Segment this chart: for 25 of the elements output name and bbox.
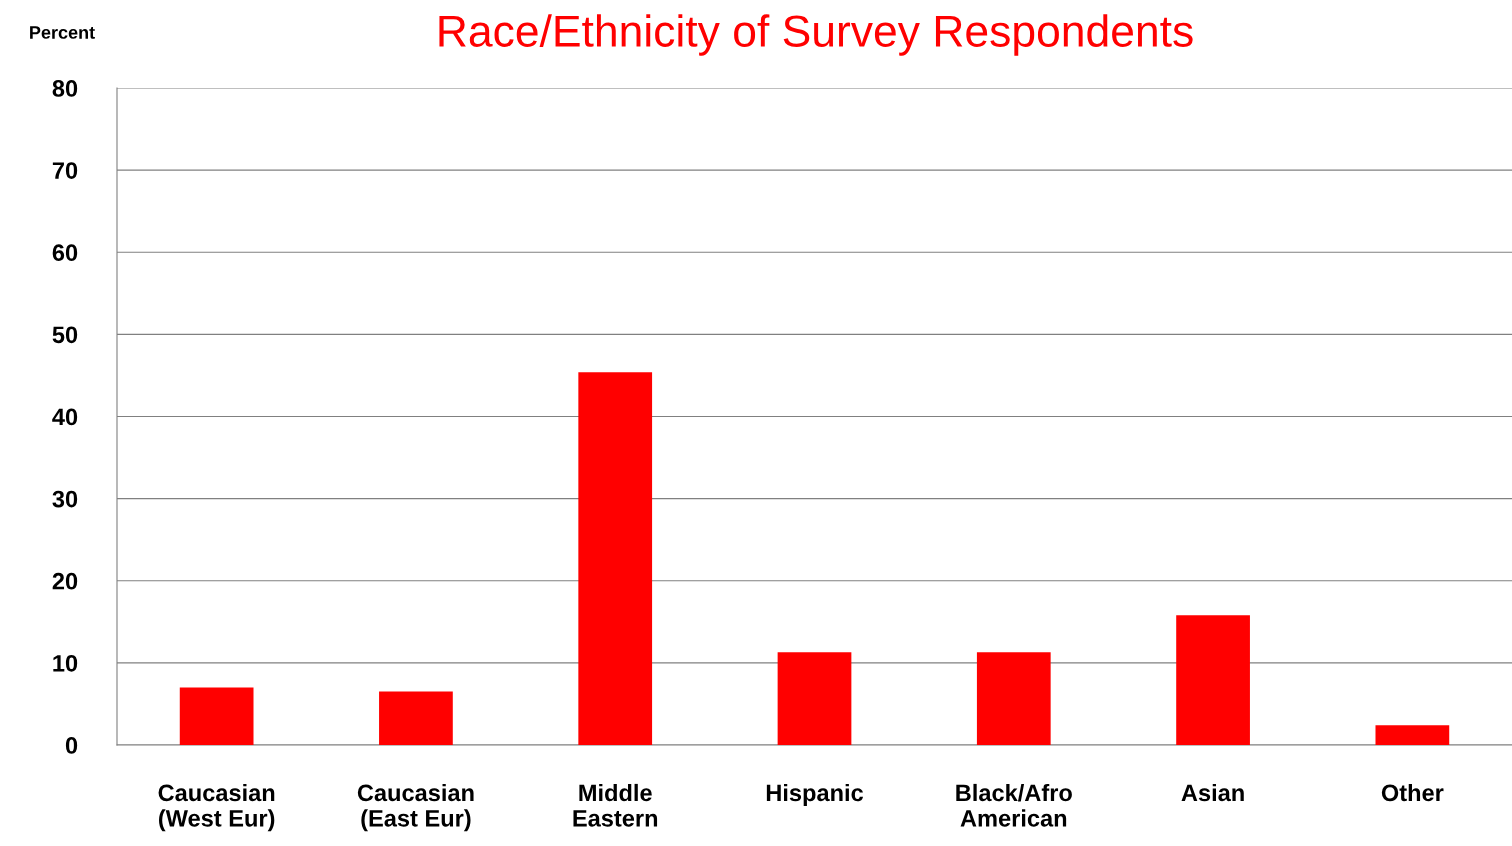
bar — [1375, 725, 1450, 745]
chart-title: Race/Ethnicity of Survey Respondents — [439, 14, 1193, 56]
x-tick-label: Hispanic — [766, 783, 864, 806]
y-tick-label: 60 — [52, 244, 78, 262]
bar — [976, 652, 1051, 745]
bar — [1176, 615, 1250, 745]
bar — [777, 652, 852, 745]
y-tick-label: 10 — [53, 654, 78, 672]
x-tick-label: Asian — [1181, 783, 1244, 802]
bar — [578, 372, 653, 745]
x-tick-label: Caucasian (West Eur) — [158, 783, 275, 832]
y-tick-label: 40 — [52, 408, 78, 426]
bar — [179, 687, 254, 745]
x-tick-label: Caucasian (East Eur) — [357, 783, 474, 832]
y-tick-label: 0 — [65, 737, 78, 754]
x-tick-label: Middle Eastern — [573, 783, 658, 827]
x-tick-label: Black/Afro American — [956, 783, 1072, 827]
y-tick-label: 30 — [52, 490, 78, 508]
y-tick-label: 20 — [52, 572, 78, 590]
y-axis-title: Percent — [30, 26, 95, 39]
x-tick-label: Other — [1381, 783, 1444, 802]
y-tick-label: 80 — [52, 80, 78, 97]
bar — [379, 691, 453, 745]
y-tick-label: 50 — [52, 326, 78, 344]
y-tick-label: 70 — [52, 162, 78, 179]
